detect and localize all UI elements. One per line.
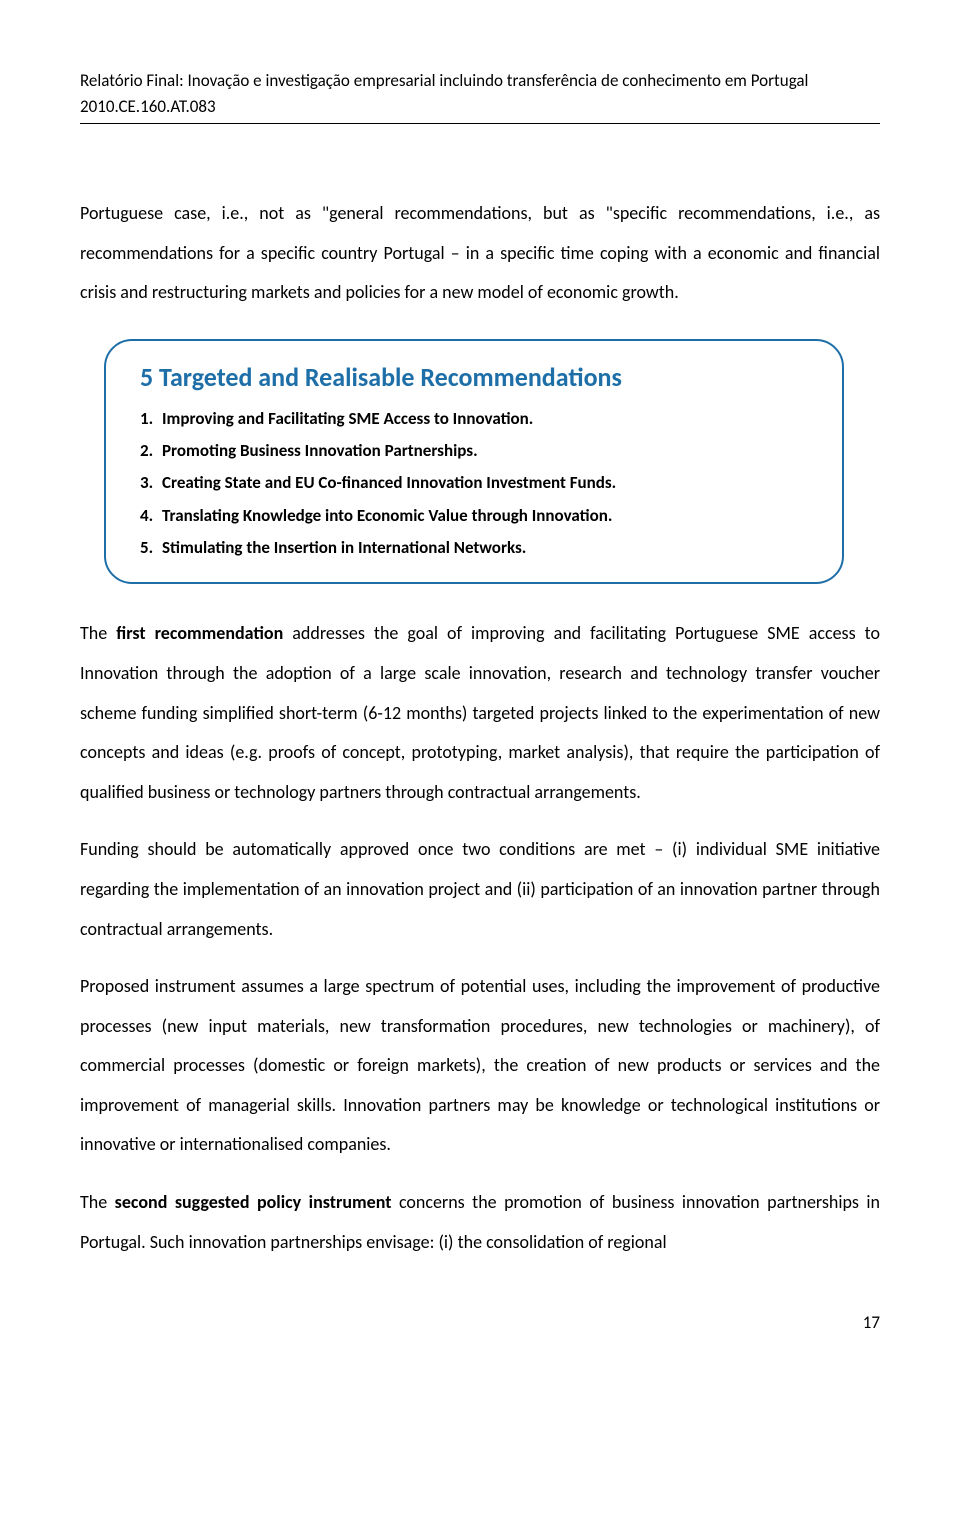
bold-first-rec: first recommendation: [116, 622, 283, 644]
paragraph-3: Proposed instrument assumes a large spec…: [80, 967, 880, 1165]
box-item-2: 2.Promoting Business Innovation Partners…: [140, 435, 820, 467]
doc-header-line1: Relatório Final: Inovação e investigação…: [80, 70, 880, 92]
paragraph-2: Funding should be automatically approved…: [80, 830, 880, 949]
recommendations-box: 5 Targeted and Realisable Recommendation…: [104, 339, 844, 584]
box-item-3: 3.Creating State and EU Co-financed Inno…: [140, 467, 820, 499]
paragraph-1: The first recommendation addresses the g…: [80, 614, 880, 812]
box-item-5: 5.Stimulating the Insertion in Internati…: [140, 532, 820, 564]
box-item-4: 4.Translating Knowledge into Economic Va…: [140, 500, 820, 532]
paragraph-4: The second suggested policy instrument c…: [80, 1183, 880, 1262]
box-item-1: 1.Improving and Facilitating SME Access …: [140, 403, 820, 435]
bold-second-rec: second suggested policy instrument: [115, 1191, 392, 1213]
doc-header-line2: 2010.CE.160.AT.083: [80, 96, 880, 117]
page-number: 17: [80, 1312, 880, 1333]
box-title: 5 Targeted and Realisable Recommendation…: [140, 361, 820, 393]
box-list: 1.Improving and Facilitating SME Access …: [140, 403, 820, 564]
header-divider: [80, 123, 880, 124]
intro-paragraph: Portuguese case, i.e., not as "general r…: [80, 194, 880, 313]
